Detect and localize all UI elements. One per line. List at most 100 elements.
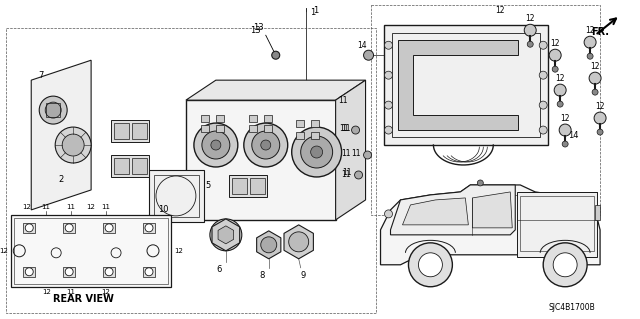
Circle shape xyxy=(385,71,392,79)
Circle shape xyxy=(385,101,392,109)
Bar xyxy=(46,103,60,117)
Bar xyxy=(14,218,168,284)
Bar xyxy=(595,205,600,220)
Circle shape xyxy=(65,224,73,232)
Text: 10: 10 xyxy=(157,205,168,214)
Circle shape xyxy=(62,134,84,156)
Circle shape xyxy=(543,243,587,287)
Bar xyxy=(12,215,171,287)
Text: 12: 12 xyxy=(102,289,111,295)
Circle shape xyxy=(351,126,360,134)
Text: REAR VIEW: REAR VIEW xyxy=(53,294,114,304)
Circle shape xyxy=(385,41,392,49)
Text: 12: 12 xyxy=(495,6,505,15)
Circle shape xyxy=(355,171,363,179)
Bar xyxy=(296,120,304,127)
Text: 11: 11 xyxy=(341,149,350,158)
Bar xyxy=(296,132,304,139)
Circle shape xyxy=(540,71,547,79)
Bar xyxy=(517,192,597,257)
Bar xyxy=(392,33,540,137)
Bar xyxy=(250,178,265,194)
Text: 11: 11 xyxy=(67,204,76,210)
Circle shape xyxy=(385,126,392,134)
Text: 4: 4 xyxy=(127,161,132,170)
Polygon shape xyxy=(472,192,512,228)
Bar xyxy=(23,267,35,277)
Circle shape xyxy=(553,253,577,277)
Circle shape xyxy=(540,101,547,109)
Text: 2: 2 xyxy=(58,175,64,184)
Circle shape xyxy=(562,141,568,147)
Text: 8: 8 xyxy=(259,271,264,280)
Circle shape xyxy=(252,131,280,159)
Bar xyxy=(114,158,129,174)
Text: 11: 11 xyxy=(341,170,350,180)
Circle shape xyxy=(540,41,547,49)
Bar xyxy=(63,223,75,233)
Text: 11: 11 xyxy=(42,204,51,210)
Bar xyxy=(216,125,224,132)
Circle shape xyxy=(597,129,603,135)
Circle shape xyxy=(527,41,533,47)
Polygon shape xyxy=(381,185,600,265)
Text: 6: 6 xyxy=(216,265,221,274)
Text: 11: 11 xyxy=(338,96,348,105)
Text: 13: 13 xyxy=(253,23,264,32)
Polygon shape xyxy=(390,185,515,235)
Circle shape xyxy=(210,219,242,251)
Circle shape xyxy=(477,180,483,186)
Bar xyxy=(154,175,199,217)
Bar xyxy=(132,158,147,174)
Circle shape xyxy=(55,127,91,163)
Bar xyxy=(232,178,247,194)
Circle shape xyxy=(45,102,61,118)
Circle shape xyxy=(554,84,566,96)
Bar xyxy=(264,125,272,132)
Circle shape xyxy=(524,24,536,36)
Circle shape xyxy=(559,124,571,136)
Text: 12: 12 xyxy=(556,74,565,83)
Circle shape xyxy=(145,224,153,232)
Bar xyxy=(111,155,149,177)
Bar xyxy=(383,25,548,145)
Circle shape xyxy=(385,210,392,218)
Text: 12: 12 xyxy=(86,204,95,210)
Bar xyxy=(23,223,35,233)
Circle shape xyxy=(202,131,230,159)
Bar xyxy=(111,120,149,142)
Bar xyxy=(63,267,75,277)
Text: 11: 11 xyxy=(342,168,351,177)
Text: 7: 7 xyxy=(38,71,44,80)
Polygon shape xyxy=(403,198,468,225)
Circle shape xyxy=(364,50,374,60)
Bar xyxy=(371,5,600,215)
Text: 12: 12 xyxy=(590,62,600,71)
Circle shape xyxy=(244,123,288,167)
Circle shape xyxy=(289,232,308,252)
Bar xyxy=(103,223,115,233)
Circle shape xyxy=(552,66,558,72)
Text: 12: 12 xyxy=(22,204,31,210)
Bar xyxy=(201,115,209,122)
Bar xyxy=(264,115,272,122)
Bar xyxy=(201,125,209,132)
Text: 12: 12 xyxy=(0,248,8,254)
Circle shape xyxy=(217,226,235,244)
Text: 11: 11 xyxy=(67,289,76,295)
Text: 14: 14 xyxy=(568,130,579,139)
Circle shape xyxy=(194,123,238,167)
Circle shape xyxy=(310,146,323,158)
Bar xyxy=(216,115,224,122)
Circle shape xyxy=(292,127,342,177)
Bar xyxy=(310,132,319,139)
Text: 12: 12 xyxy=(175,248,184,254)
Circle shape xyxy=(364,151,372,159)
Circle shape xyxy=(272,51,280,59)
Text: 13: 13 xyxy=(250,26,261,35)
Bar xyxy=(132,123,147,139)
Bar xyxy=(114,123,129,139)
Circle shape xyxy=(260,237,276,253)
Bar xyxy=(6,28,376,313)
Polygon shape xyxy=(186,80,365,100)
